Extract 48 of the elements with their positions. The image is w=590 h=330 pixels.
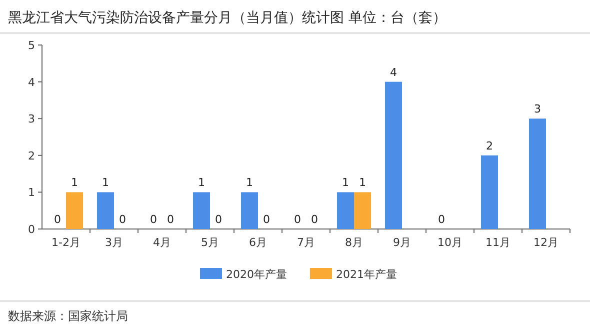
- x-tick-label: 5月: [201, 236, 219, 249]
- bar: [337, 192, 354, 229]
- data-label: 0: [311, 213, 318, 226]
- x-tick-label: 8月: [345, 236, 363, 249]
- data-label: 0: [119, 213, 126, 226]
- data-label: 0: [294, 213, 301, 226]
- x-tick-label: 7月: [297, 236, 315, 249]
- data-label: 0: [215, 213, 222, 226]
- y-tick-label: 1: [28, 186, 35, 200]
- bar: [193, 192, 210, 229]
- data-label: 0: [150, 213, 157, 226]
- bar: [385, 82, 402, 229]
- x-tick-label: 3月: [105, 236, 123, 249]
- data-label: 1: [246, 176, 253, 190]
- x-tick-label: 6月: [249, 236, 267, 249]
- x-tick-label: 1-2月: [52, 236, 80, 249]
- data-label: 0: [54, 213, 61, 226]
- legend-label: 2020年产量: [226, 268, 287, 281]
- data-label: 3: [534, 102, 541, 116]
- data-label: 4: [390, 66, 397, 79]
- bar: [481, 155, 498, 229]
- data-label: 0: [263, 213, 270, 226]
- data-label: 0: [167, 213, 174, 226]
- y-tick-label: 3: [28, 112, 35, 126]
- bar: [241, 192, 258, 229]
- bar: [97, 192, 114, 229]
- source-note: 数据来源：国家统计局: [8, 309, 128, 323]
- data-label: 2: [486, 139, 493, 152]
- bar: [529, 118, 546, 229]
- data-label: 1: [71, 176, 78, 190]
- x-tick-label: 12月: [534, 236, 558, 249]
- x-tick-label: 4月: [153, 236, 171, 249]
- data-label: 0: [438, 213, 445, 226]
- x-tick-label: 10月: [438, 236, 462, 249]
- x-tick-label: 9月: [393, 236, 411, 249]
- y-tick-label: 4: [28, 76, 35, 89]
- chart-title: 黑龙江省大气污染防治设备产量分月（当月值）统计图 单位：台（套）: [8, 10, 446, 26]
- y-tick-label: 0: [28, 223, 35, 236]
- data-label: 1: [342, 176, 349, 190]
- data-label: 1: [198, 176, 205, 190]
- data-label: 1: [359, 176, 366, 190]
- x-tick-label: 11月: [486, 236, 510, 249]
- data-label: 1: [102, 176, 109, 190]
- y-tick-label: 5: [28, 39, 35, 52]
- bar: [66, 192, 83, 229]
- legend-label: 2021年产量: [336, 268, 397, 281]
- bar: [354, 192, 371, 229]
- y-tick-label: 2: [28, 149, 35, 162]
